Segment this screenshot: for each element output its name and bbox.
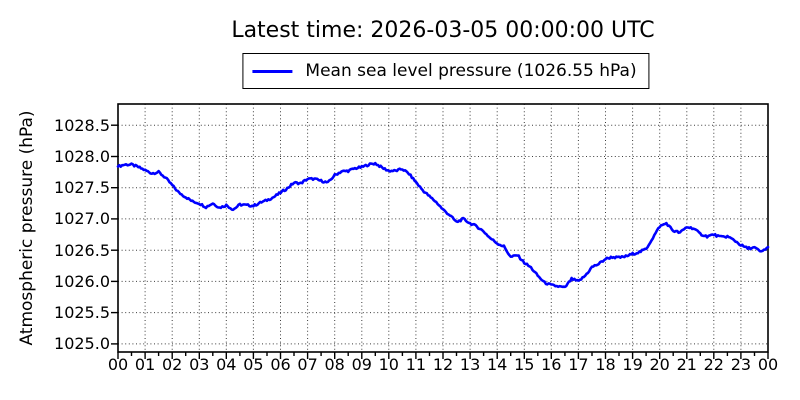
x-tick-label: 09 [351, 355, 372, 374]
x-tick-label: 05 [243, 355, 264, 374]
chart-title: Latest time: 2026-03-05 00:00:00 UTC [231, 18, 655, 43]
x-tick-label: 12 [432, 355, 454, 374]
x-tick-label: 21 [676, 355, 697, 374]
x-tick-label: 06 [270, 355, 291, 374]
x-tick-label: 10 [378, 355, 399, 374]
x-tick-label: 19 [622, 355, 643, 374]
x-tick-label: 16 [541, 355, 562, 374]
plot-border [117, 103, 769, 353]
x-tick-label: 11 [405, 355, 427, 374]
y-tick-label: 1027.5 [54, 178, 110, 198]
x-tick-label: 18 [595, 355, 616, 374]
x-tick-label: 08 [324, 355, 345, 374]
legend-label: Mean sea level pressure (1026.55 hPa) [305, 61, 637, 81]
y-tick-label: 1026.0 [54, 271, 110, 291]
y-tick-label: 1026.5 [54, 240, 110, 260]
x-tick-label: 20 [649, 355, 670, 374]
x-tick-label: 03 [189, 355, 210, 374]
x-tick-label: 14 [487, 355, 508, 374]
x-tick-label: 02 [162, 355, 183, 374]
x-tick-label: 15 [514, 355, 535, 374]
legend: Mean sea level pressure (1026.55 hPa) [242, 53, 650, 89]
legend-line-sample [252, 69, 293, 73]
x-tick-label: 23 [730, 355, 752, 374]
y-tick-label: 1028.5 [54, 115, 110, 135]
x-tick-label: 13 [459, 355, 481, 374]
x-tick-label: 07 [297, 355, 318, 374]
pressure-line [116, 161, 770, 289]
x-tick-label: 22 [703, 355, 724, 374]
x-tick-label: 04 [216, 355, 237, 374]
y-tick-label: 1025.5 [54, 303, 110, 323]
x-tick-label: 00 [107, 355, 129, 374]
x-tick-label: 17 [568, 355, 589, 374]
y-tick-label: 1028.0 [54, 147, 110, 166]
x-tick-label: 01 [134, 355, 156, 374]
y-tick-label: 1027.0 [54, 209, 110, 229]
x-tick-label: 00 [757, 355, 779, 374]
y-tick-label: 1025.0 [54, 334, 110, 354]
